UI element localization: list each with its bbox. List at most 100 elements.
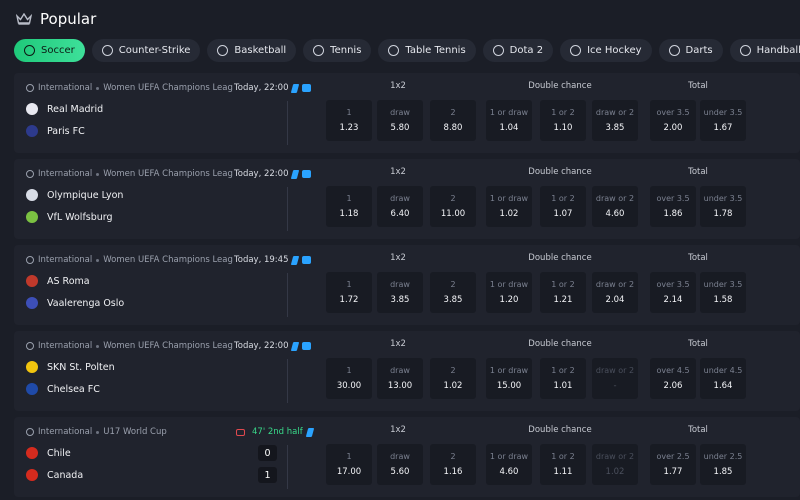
odds-label: over 3.5 xyxy=(656,280,690,289)
odds-button[interactable]: 1 or draw 1.04 xyxy=(486,100,532,141)
header: Popular xyxy=(16,8,96,30)
odds-button[interactable]: 1 or 2 1.07 xyxy=(540,186,586,227)
separator-dot xyxy=(96,344,100,348)
odds-button[interactable]: 1 30.00 xyxy=(326,358,372,399)
sport-tab[interactable]: Basketball xyxy=(207,39,297,62)
market-title: Double chance xyxy=(528,81,592,91)
odds-button[interactable]: 1 or 2 1.01 xyxy=(540,358,586,399)
odds-value: 11.00 xyxy=(440,209,466,219)
odds-button[interactable]: 2 11.00 xyxy=(430,186,476,227)
odds-button[interactable]: 1 or 2 1.21 xyxy=(540,272,586,313)
odds-button[interactable]: 2 3.85 xyxy=(430,272,476,313)
odds-button[interactable]: under 3.5 1.78 xyxy=(700,186,746,227)
team-name: Chelsea FC xyxy=(47,383,100,395)
odds-button[interactable]: 1 or draw 1.20 xyxy=(486,272,532,313)
odds-button[interactable]: over 2.5 1.77 xyxy=(650,444,696,485)
odds-label: draw xyxy=(390,280,410,289)
sport-tab[interactable]: Dota 2 xyxy=(482,39,554,62)
odds-button[interactable]: under 3.5 1.67 xyxy=(700,100,746,141)
odds-button[interactable]: over 3.5 1.86 xyxy=(650,186,696,227)
sport-tab[interactable]: Table Tennis xyxy=(378,39,476,62)
odds-value: 1.72 xyxy=(339,295,359,305)
odds-value: 1.04 xyxy=(499,123,519,133)
odds-button[interactable]: 2 1.02 xyxy=(430,358,476,399)
odds-button[interactable]: 1 or 2 1.10 xyxy=(540,100,586,141)
globe-icon xyxy=(26,170,34,178)
kickoff-time: Today, 22:00 xyxy=(234,169,289,179)
odds-button: draw or 2 - xyxy=(592,358,638,399)
odds-label: over 4.5 xyxy=(656,366,690,375)
odds-label: 1 xyxy=(346,280,352,289)
odds-button[interactable]: 1 1.72 xyxy=(326,272,372,313)
odds-button[interactable]: 2 8.80 xyxy=(430,100,476,141)
divider xyxy=(287,445,288,489)
odds-button[interactable]: draw 13.00 xyxy=(377,358,423,399)
odds-label: draw xyxy=(390,452,410,461)
sport-tab[interactable]: Ice Hockey xyxy=(560,39,652,62)
team-row: SKN St. Polten xyxy=(26,359,115,375)
market-title: 1x2 xyxy=(390,167,406,177)
odds-value: 3.85 xyxy=(390,295,410,305)
odds-button[interactable]: draw or 2 2.04 xyxy=(592,272,638,313)
odds-button[interactable]: over 4.5 2.06 xyxy=(650,358,696,399)
team-row: Olympique Lyon xyxy=(26,187,123,203)
odds-button[interactable]: draw or 2 3.85 xyxy=(592,100,638,141)
team-score: 1 xyxy=(258,467,277,483)
odds-button[interactable]: draw or 2 4.60 xyxy=(592,186,638,227)
odds-label: 1 xyxy=(346,452,352,461)
stats-icon xyxy=(305,427,314,437)
kickoff-time: Today, 19:45 xyxy=(234,255,289,265)
odds-value: 1.58 xyxy=(713,295,733,305)
odds-value: 1.01 xyxy=(553,381,573,391)
league-line: International Women UEFA Champions League xyxy=(26,253,233,267)
odds-button[interactable]: under 3.5 1.58 xyxy=(700,272,746,313)
odds-label: 2 xyxy=(450,280,456,289)
globe-icon xyxy=(26,84,34,92)
odds-button[interactable]: draw 5.80 xyxy=(377,100,423,141)
odds-button[interactable]: 2 1.16 xyxy=(430,444,476,485)
team-name: Chile xyxy=(47,447,71,459)
odds-button[interactable]: draw 6.40 xyxy=(377,186,423,227)
odds-label: 1 xyxy=(346,366,352,375)
match-card: International Women UEFA Champions League… xyxy=(14,159,800,239)
sport-tab[interactable]: Tennis xyxy=(303,39,372,62)
sport-tab[interactable]: Counter-Strike xyxy=(91,39,201,62)
odds-button[interactable]: 1 or draw 1.02 xyxy=(486,186,532,227)
odds-button[interactable]: over 3.5 2.14 xyxy=(650,272,696,313)
odds-label: under 3.5 xyxy=(703,194,743,203)
odds-button[interactable]: 1 or draw 15.00 xyxy=(486,358,532,399)
odds-button[interactable]: under 2.5 1.85 xyxy=(700,444,746,485)
odds-button: draw or 2 1.02 xyxy=(592,444,638,485)
odds-value: - xyxy=(613,381,617,391)
team-score: 0 xyxy=(258,445,277,461)
sport-tab[interactable]: Soccer xyxy=(14,39,85,62)
odds-value: 1.86 xyxy=(663,209,683,219)
match-card: International Women UEFA Champions League… xyxy=(14,245,800,325)
separator-dot xyxy=(96,258,100,262)
odds-label: draw xyxy=(390,108,410,117)
team-name: AS Roma xyxy=(47,275,90,287)
odds-value: 30.00 xyxy=(336,381,362,391)
sport-tab[interactable]: Handball xyxy=(729,39,800,62)
odds-button[interactable]: 1 or 2 1.11 xyxy=(540,444,586,485)
odds-value: 1.10 xyxy=(553,123,573,133)
sport-icon xyxy=(570,45,582,56)
sport-tab[interactable]: Darts xyxy=(658,39,723,62)
odds-button[interactable]: draw 5.60 xyxy=(377,444,423,485)
shirt-icon xyxy=(302,342,312,350)
team-name: Real Madrid xyxy=(47,103,104,115)
odds-button[interactable]: under 4.5 1.64 xyxy=(700,358,746,399)
odds-button[interactable]: over 3.5 2.00 xyxy=(650,100,696,141)
crown-icon xyxy=(16,13,32,25)
odds-button[interactable]: 1 1.18 xyxy=(326,186,372,227)
odds-button[interactable]: 1 1.23 xyxy=(326,100,372,141)
odds-label: 1 or 2 xyxy=(551,280,575,289)
divider xyxy=(287,187,288,231)
stats-icon xyxy=(291,83,300,93)
sport-icon xyxy=(313,45,325,56)
odds-value: 15.00 xyxy=(496,381,522,391)
odds-value: 1.78 xyxy=(713,209,733,219)
odds-button[interactable]: 1 or draw 4.60 xyxy=(486,444,532,485)
odds-button[interactable]: 1 17.00 xyxy=(326,444,372,485)
odds-button[interactable]: draw 3.85 xyxy=(377,272,423,313)
